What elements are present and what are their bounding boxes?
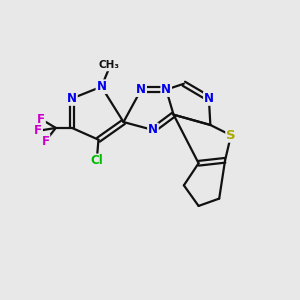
Text: N: N (204, 92, 214, 105)
Text: Cl: Cl (91, 154, 103, 167)
Text: N: N (136, 83, 146, 96)
Text: CH₃: CH₃ (98, 61, 119, 70)
Text: N: N (161, 83, 171, 96)
Text: F: F (34, 124, 42, 137)
Text: N: N (67, 92, 77, 105)
Text: N: N (96, 80, 106, 93)
Text: F: F (37, 112, 45, 126)
Text: N: N (148, 124, 158, 136)
Text: F: F (41, 135, 50, 148)
Text: S: S (226, 129, 236, 142)
